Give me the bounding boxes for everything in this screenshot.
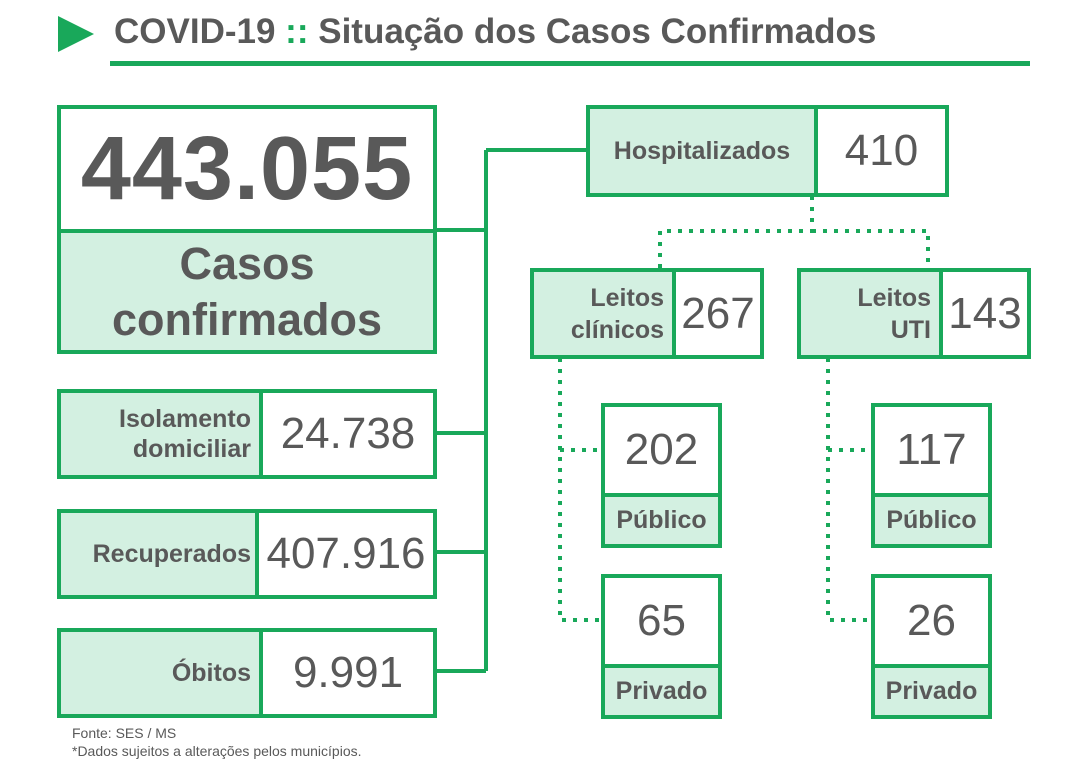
clinical-public-label: Público bbox=[605, 497, 718, 544]
dotted-connector-clinical-private bbox=[558, 358, 603, 622]
confirmed-cases-card: 443.055 Casos confirmados bbox=[57, 105, 437, 354]
confirmed-label-line2: confirmados bbox=[111, 293, 383, 345]
clinical-beds-label-line2: clínicos bbox=[570, 315, 664, 344]
deaths-value: 9.991 bbox=[263, 632, 433, 714]
dotted-connector-icu bbox=[812, 229, 930, 270]
deaths-label: Óbitos bbox=[61, 632, 263, 714]
recovered-label-text: Recuperados bbox=[92, 539, 251, 568]
confirmed-value: 443.055 bbox=[61, 109, 433, 233]
isolation-card: Isolamento domiciliar 24.738 bbox=[57, 389, 437, 479]
icu-beds-card: Leitos UTI 143 bbox=[797, 268, 1031, 359]
isolation-label: Isolamento domiciliar bbox=[61, 393, 263, 475]
footer: Fonte: SES / MS *Dados sujeitos a altera… bbox=[72, 724, 362, 760]
deaths-card: Óbitos 9.991 bbox=[57, 628, 437, 718]
hospitalized-value: 410 bbox=[818, 109, 945, 193]
isolation-label-line2: domiciliar bbox=[132, 435, 251, 463]
header-arrow-icon bbox=[58, 16, 94, 52]
footer-note: *Dados sujeitos a alterações pelos munic… bbox=[72, 743, 362, 759]
icu-public-card: 117 Público bbox=[871, 403, 992, 548]
isolation-label-line1: Isolamento bbox=[119, 405, 251, 433]
icu-public-label: Público bbox=[875, 497, 988, 544]
clinical-beds-label: Leitos clínicos bbox=[534, 272, 676, 355]
clinical-public-value: 202 bbox=[605, 407, 718, 497]
icu-private-value: 26 bbox=[875, 578, 988, 668]
hospitalized-card: Hospitalizados 410 bbox=[586, 105, 949, 197]
recovered-value: 407.916 bbox=[259, 513, 433, 595]
header-underline bbox=[110, 61, 1030, 66]
confirmed-label-line1: Casos bbox=[179, 237, 315, 289]
icu-beds-label-line1: Leitos bbox=[857, 283, 931, 312]
clinical-beds-value: 267 bbox=[676, 272, 760, 355]
title-situation: Situação dos Casos Confirmados bbox=[318, 12, 877, 51]
clinical-private-value: 65 bbox=[605, 578, 718, 668]
title-separator: :: bbox=[285, 12, 309, 51]
clinical-private-label: Privado bbox=[605, 668, 718, 715]
icu-beds-value: 143 bbox=[943, 272, 1027, 355]
isolation-value: 24.738 bbox=[263, 393, 433, 475]
icu-beds-label-line2: UTI bbox=[890, 315, 931, 344]
clinical-beds-card: Leitos clínicos 267 bbox=[530, 268, 764, 359]
recovered-card: Recuperados 407.916 bbox=[57, 509, 437, 599]
icu-beds-label: Leitos UTI bbox=[801, 272, 943, 355]
footer-source: Fonte: SES / MS bbox=[72, 725, 177, 741]
deaths-label-text: Óbitos bbox=[171, 658, 251, 687]
clinical-private-card: 65 Privado bbox=[601, 574, 722, 719]
clinical-public-card: 202 Público bbox=[601, 403, 722, 548]
title-covid: COVID-19 bbox=[114, 12, 276, 51]
icu-private-label: Privado bbox=[875, 668, 988, 715]
hospitalized-label: Hospitalizados bbox=[590, 109, 818, 193]
confirmed-label: Casos confirmados bbox=[61, 233, 433, 350]
icu-private-card: 26 Privado bbox=[871, 574, 992, 719]
dotted-connector-clinical bbox=[658, 196, 814, 270]
clinical-beds-label-line1: Leitos bbox=[590, 283, 664, 312]
page-title: COVID-19 :: Situação dos Casos Confirmad… bbox=[114, 12, 876, 52]
recovered-label: Recuperados bbox=[61, 513, 259, 595]
icu-public-value: 117 bbox=[875, 407, 988, 497]
dotted-connector-icu-private bbox=[826, 358, 873, 622]
